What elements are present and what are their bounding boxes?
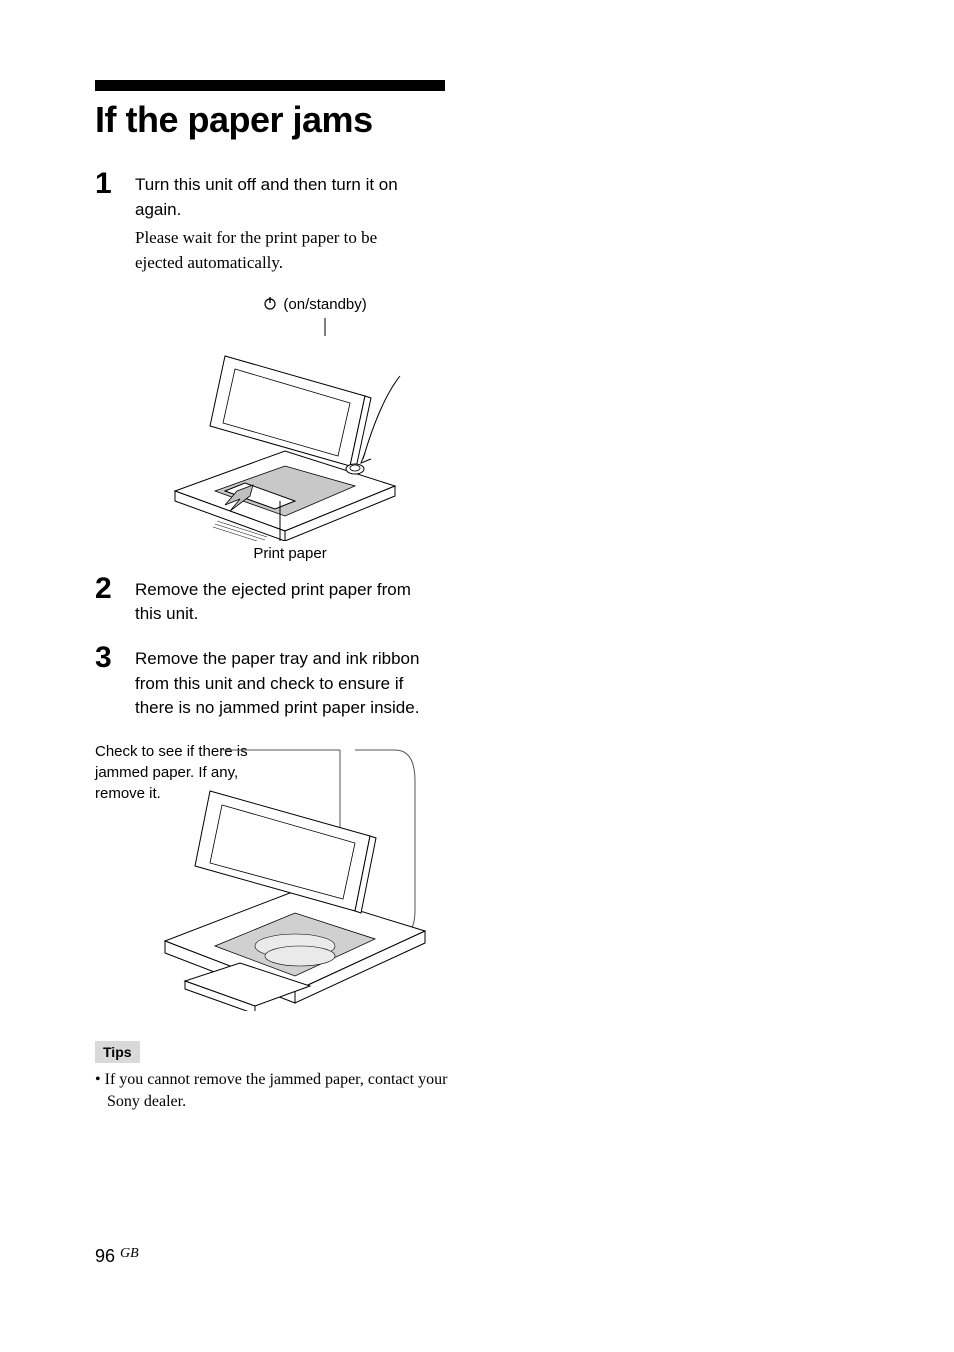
page-content: If the paper jams 1 Turn this unit off a… [95,80,475,1114]
step-main-text: Remove the paper tray and ink ribbon fro… [135,647,425,721]
step-number: 1 [95,169,135,276]
step-main-text: Turn this unit off and then turn it on a… [135,173,425,222]
figure-2: Check to see if there is jammed paper. I… [95,741,475,1021]
figure1-top-label: (on/standby) [145,296,425,314]
figure-1: (on/standby) [145,296,425,562]
step-2: 2 Remove the ejected print paper from th… [95,574,475,631]
power-icon [263,296,277,314]
printer-illustration-2 [145,781,445,1011]
step-body: Remove the paper tray and ink ribbon fro… [135,643,425,725]
printer-illustration-1 [155,341,415,541]
step-3: 3 Remove the paper tray and ink ribbon f… [95,643,475,725]
step-number: 3 [95,643,135,725]
tips-item: • If you cannot remove the jammed paper,… [95,1069,475,1114]
step-main-text: Remove the ejected print paper from this… [135,578,425,627]
page-title: If the paper jams [95,99,475,141]
step-1: 1 Turn this unit off and then turn it on… [95,169,475,276]
step-number: 2 [95,574,135,631]
figure1-bottom-label: Print paper [145,545,425,562]
step-body: Remove the ejected print paper from this… [135,574,425,631]
tips-label: Tips [95,1041,140,1063]
tips-section: Tips • If you cannot remove the jammed p… [95,1041,475,1114]
header-rule [95,80,445,91]
page-number: 96 [95,1246,115,1266]
figure1-pointer-line [145,316,425,336]
step-sub-text: Please wait for the print paper to be ej… [135,226,425,275]
page-footer: 96 GB [95,1246,139,1267]
on-standby-label: (on/standby) [283,296,366,313]
step-body: Turn this unit off and then turn it on a… [135,169,425,276]
page-suffix: GB [120,1246,139,1261]
tips-item-text: If you cannot remove the jammed paper, c… [105,1071,448,1110]
